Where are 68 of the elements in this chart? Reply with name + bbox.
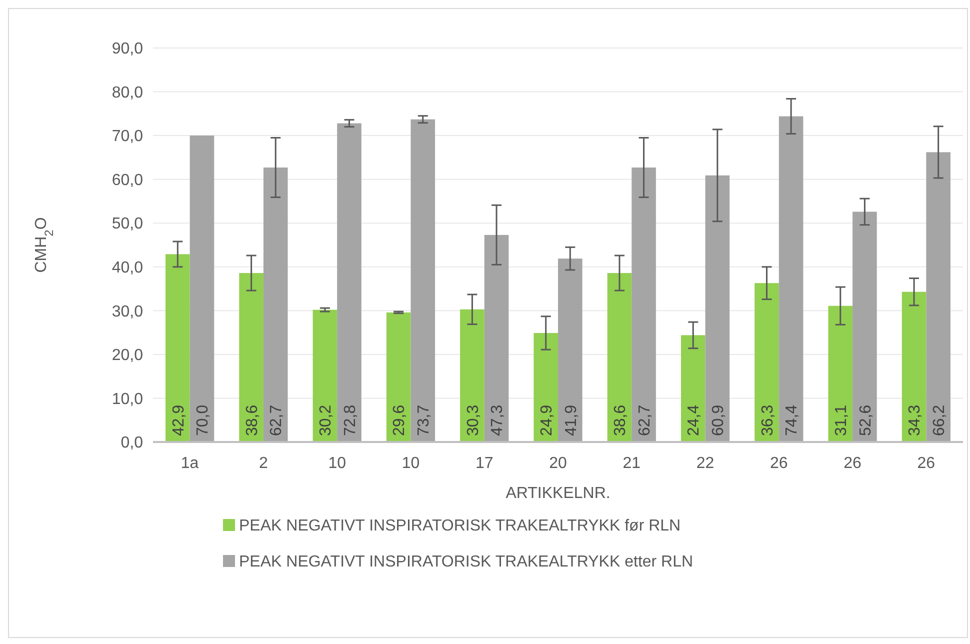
bar xyxy=(926,152,950,442)
bar xyxy=(190,136,214,442)
x-tick-label: 1a xyxy=(180,455,199,472)
x-axis-title: ARTIKKELNR. xyxy=(506,485,610,502)
bar xyxy=(754,283,779,442)
bar xyxy=(902,292,926,442)
bar xyxy=(337,123,362,442)
y-tick-label: 60,0 xyxy=(112,172,144,189)
y-tick-label: 20,0 xyxy=(112,347,144,364)
data-label: 29,6 xyxy=(391,404,408,436)
data-label: 36,3 xyxy=(759,404,776,436)
bar xyxy=(460,309,484,442)
bar xyxy=(534,332,558,442)
data-label: 72,8 xyxy=(342,404,359,436)
bar xyxy=(852,212,877,442)
bar xyxy=(312,310,338,442)
x-tick-label: 21 xyxy=(622,455,641,472)
data-label: 73,7 xyxy=(415,404,432,436)
legend-label: PEAK NEGATIVT INSPIRATORISK TRAKEALTRYKK før RLN xyxy=(239,518,681,535)
x-tick-label: 20 xyxy=(549,455,567,472)
bar xyxy=(558,258,582,442)
data-label: 66,2 xyxy=(930,404,948,436)
y-tick-label: 50,0 xyxy=(112,216,144,233)
bar xyxy=(484,234,509,442)
bar xyxy=(778,116,804,442)
bar xyxy=(607,273,632,442)
bar xyxy=(166,254,190,442)
x-tick-label: 10 xyxy=(402,455,420,472)
y-tick-label: 0,0 xyxy=(120,434,144,452)
y-tick-label: 30,0 xyxy=(112,303,144,320)
bar xyxy=(680,335,706,442)
x-tick-label: 2 xyxy=(259,455,268,472)
legend-label: PEAK NEGATIVT INSPIRATORISK TRAKEALTRYKK etter RLN xyxy=(239,554,694,571)
data-label: 74,4 xyxy=(784,404,801,436)
data-label: 30,2 xyxy=(318,404,335,436)
data-label: 41,9 xyxy=(562,404,580,436)
bar xyxy=(239,273,264,442)
data-label: 62,7 xyxy=(268,404,286,436)
data-label: 60,9 xyxy=(710,404,728,436)
x-tick-label: 10 xyxy=(328,455,346,472)
data-label: 52,6 xyxy=(857,404,874,436)
data-label: 34,3 xyxy=(906,404,924,436)
data-label: 70,0 xyxy=(194,404,212,436)
data-label: 62,7 xyxy=(636,404,654,436)
bar xyxy=(263,168,288,442)
data-label: 47,3 xyxy=(489,404,506,436)
data-label: 38,6 xyxy=(612,404,630,436)
data-label: 30,3 xyxy=(464,404,482,436)
data-label: 31,1 xyxy=(832,404,850,436)
bar xyxy=(705,175,730,442)
y-tick-label: 80,0 xyxy=(112,84,144,102)
bar xyxy=(632,168,656,442)
y-tick-label: 10,0 xyxy=(112,390,144,408)
y-tick-label: 90,0 xyxy=(112,40,144,58)
data-label: 24,9 xyxy=(538,404,556,436)
x-tick-label: 17 xyxy=(475,455,494,472)
y-tick-label: 40,0 xyxy=(112,259,144,276)
x-tick-label: 26 xyxy=(770,455,788,472)
data-label: 24,4 xyxy=(686,404,703,436)
x-tick-label: 26 xyxy=(844,455,862,472)
bar xyxy=(410,119,436,442)
bar xyxy=(828,306,853,442)
data-label: 42,9 xyxy=(170,404,188,436)
data-label: 38,6 xyxy=(244,404,261,436)
bar xyxy=(386,312,411,442)
y-tick-label: 70,0 xyxy=(112,128,144,146)
x-tick-label: 22 xyxy=(696,455,714,472)
x-tick-label: 26 xyxy=(917,455,936,472)
